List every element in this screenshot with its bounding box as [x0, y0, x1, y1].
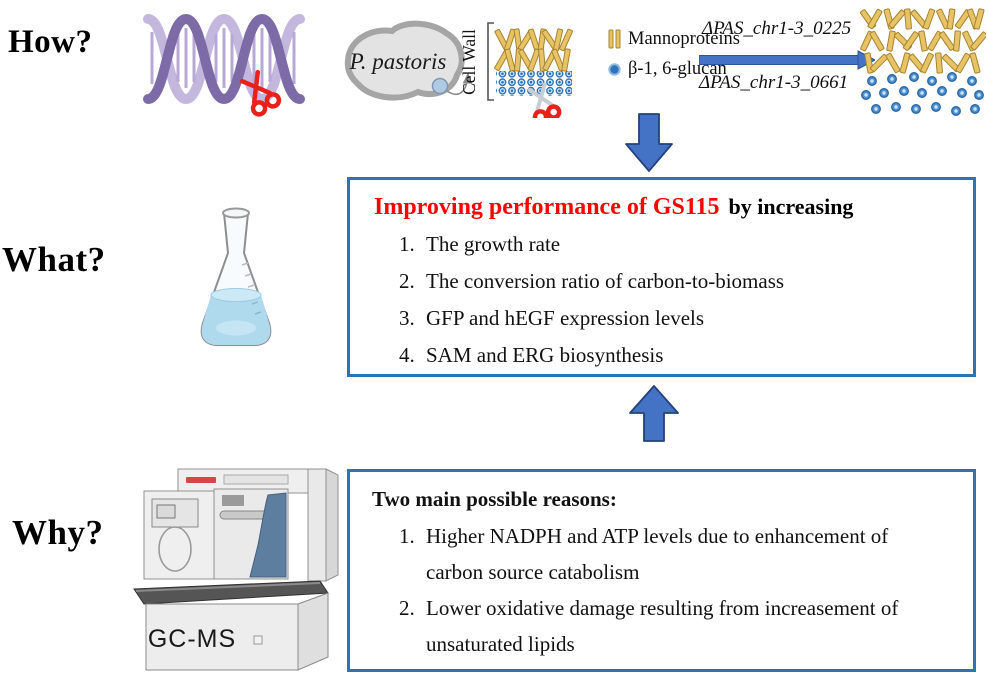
what-box-list: The growth rate The conversion ratio of …: [370, 226, 957, 374]
why-box-title: Two main possible reasons:: [372, 487, 617, 511]
list-item: The growth rate: [420, 226, 957, 263]
pastoris-cell-icon: P. pastoris: [344, 20, 473, 101]
callout-arrow-icon: [446, 72, 473, 96]
scissors-icon: [527, 82, 562, 118]
right-arrow-icon: [699, 50, 875, 70]
knockout-bottom-label: ΔPAS_chr1-3_0661: [699, 72, 849, 93]
why-box: Two main possible reasons: Higher NADPH …: [347, 469, 976, 672]
why-box-list: Higher NADPH and ATP levels due to enhan…: [370, 518, 957, 662]
scattered-glucan-layer: [861, 72, 984, 116]
what-box-title-rest: by increasing: [728, 194, 854, 219]
list-item: GFP and hEGF expression levels: [420, 300, 957, 337]
what-box-title: Improving performance of GS115 by increas…: [374, 192, 957, 222]
bracket-icon: [487, 22, 494, 101]
what-label: What?: [2, 240, 106, 279]
legend-mannoproteins-label: Mannoproteins: [628, 28, 741, 49]
down-arrow-icon: [625, 113, 673, 172]
gcms-label: GC-MS: [148, 625, 236, 653]
up-arrow-icon: [629, 385, 679, 442]
list-item: Higher NADPH and ATP levels due to enhan…: [420, 518, 931, 590]
cell-wall-label: Cell Wall: [460, 29, 479, 95]
list-item: Lower oxidative damage resulting from in…: [420, 590, 931, 662]
base-icon: [145, 603, 299, 671]
knockout-arrow-group: ΔPAS_chr1-3_0225 ΔPAS_chr1-3_0661: [699, 14, 875, 96]
legend-row-mannoproteins: Mannoproteins: [607, 24, 767, 54]
list-item: SAM and ERG biosynthesis: [420, 337, 957, 374]
what-box-title-highlight: Improving performance of GS115: [374, 194, 720, 220]
gcms-instrument-icon: GC-MS: [133, 468, 339, 671]
mannoprotein-layer: [494, 28, 573, 72]
scissors-icon: [239, 69, 282, 117]
what-box: Improving performance of GS115 by increas…: [347, 177, 976, 377]
list-item: The conversion ratio of carbon-to-biomas…: [420, 263, 957, 300]
bud-icon: [431, 77, 449, 95]
modified-cell-wall-diagram: [859, 8, 986, 116]
knockout-top-label: ΔPAS_chr1-3_0225: [702, 18, 852, 39]
why-label: Why?: [12, 513, 104, 552]
dna-scissors-icon: [143, 13, 305, 117]
mannoprotein-bars-icon: [608, 29, 621, 49]
blue-panel-icon: [249, 492, 287, 578]
red-strip-icon: [186, 477, 216, 483]
cell-wall-diagram: Cell Wall: [460, 22, 573, 118]
organism-name: P. pastoris: [349, 49, 447, 74]
flask-icon: [200, 207, 272, 346]
glucan-dot-icon: [608, 62, 621, 76]
loose-mannoprotein-layer: [859, 8, 986, 74]
how-label: How?: [8, 24, 93, 60]
